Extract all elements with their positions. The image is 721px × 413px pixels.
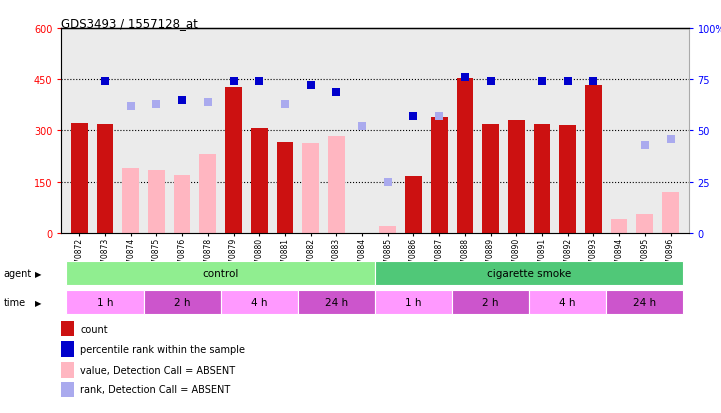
Bar bbox=[405, 176, 422, 233]
Text: 4 h: 4 h bbox=[251, 297, 267, 307]
Bar bbox=[143, 290, 221, 315]
Bar bbox=[251, 128, 267, 233]
Text: time: time bbox=[4, 297, 26, 307]
Text: count: count bbox=[80, 324, 107, 334]
Bar bbox=[482, 124, 499, 233]
Bar bbox=[200, 155, 216, 233]
Point bbox=[356, 124, 368, 131]
Text: control: control bbox=[203, 268, 239, 278]
Bar bbox=[148, 170, 165, 233]
Text: 24 h: 24 h bbox=[324, 297, 348, 307]
Bar bbox=[379, 226, 396, 233]
Text: ▶: ▶ bbox=[35, 269, 41, 278]
Bar bbox=[174, 176, 190, 233]
Bar bbox=[606, 290, 684, 315]
Point bbox=[305, 83, 317, 90]
Bar bbox=[221, 290, 298, 315]
Text: value, Detection Call = ABSENT: value, Detection Call = ABSENT bbox=[80, 365, 235, 375]
Bar bbox=[611, 220, 627, 233]
Bar bbox=[529, 290, 606, 315]
Text: 2 h: 2 h bbox=[482, 297, 499, 307]
Point bbox=[202, 99, 213, 106]
Bar bbox=[302, 144, 319, 233]
Point bbox=[331, 89, 342, 95]
Text: 2 h: 2 h bbox=[174, 297, 190, 307]
Bar bbox=[559, 126, 576, 233]
Point bbox=[177, 97, 188, 104]
Bar bbox=[508, 121, 525, 233]
Text: GDS3493 / 1557128_at: GDS3493 / 1557128_at bbox=[61, 17, 198, 29]
Text: 1 h: 1 h bbox=[97, 297, 113, 307]
Bar bbox=[328, 136, 345, 233]
Point bbox=[485, 79, 496, 85]
Text: 4 h: 4 h bbox=[559, 297, 576, 307]
Point bbox=[407, 114, 419, 120]
Point bbox=[151, 101, 162, 108]
Text: agent: agent bbox=[4, 268, 32, 278]
Bar bbox=[637, 215, 653, 233]
Text: ▶: ▶ bbox=[35, 298, 41, 307]
Bar bbox=[123, 169, 139, 233]
Bar bbox=[66, 290, 143, 315]
Bar bbox=[534, 124, 550, 233]
Bar bbox=[431, 118, 448, 233]
Text: 24 h: 24 h bbox=[633, 297, 656, 307]
Bar bbox=[585, 86, 602, 233]
Point bbox=[99, 79, 111, 85]
Bar bbox=[97, 125, 113, 233]
Point bbox=[254, 79, 265, 85]
Bar bbox=[375, 261, 684, 286]
Point bbox=[433, 114, 445, 120]
Point bbox=[536, 79, 548, 85]
Bar bbox=[225, 88, 242, 233]
Point bbox=[459, 75, 471, 81]
Text: cigarette smoke: cigarette smoke bbox=[487, 268, 571, 278]
Point bbox=[125, 103, 136, 110]
Point bbox=[228, 79, 239, 85]
Text: rank, Detection Call = ABSENT: rank, Detection Call = ABSENT bbox=[80, 385, 230, 394]
Bar bbox=[66, 261, 375, 286]
Point bbox=[639, 142, 650, 149]
Point bbox=[382, 179, 394, 185]
Point bbox=[588, 79, 599, 85]
Point bbox=[279, 101, 291, 108]
Bar bbox=[277, 143, 293, 233]
Bar bbox=[298, 290, 375, 315]
Bar bbox=[71, 123, 88, 233]
Bar bbox=[662, 192, 679, 233]
Point bbox=[562, 79, 573, 85]
Point bbox=[665, 136, 676, 142]
Text: percentile rank within the sample: percentile rank within the sample bbox=[80, 344, 245, 354]
Bar bbox=[456, 79, 473, 233]
Text: 1 h: 1 h bbox=[405, 297, 422, 307]
Bar bbox=[452, 290, 529, 315]
Bar bbox=[375, 290, 452, 315]
